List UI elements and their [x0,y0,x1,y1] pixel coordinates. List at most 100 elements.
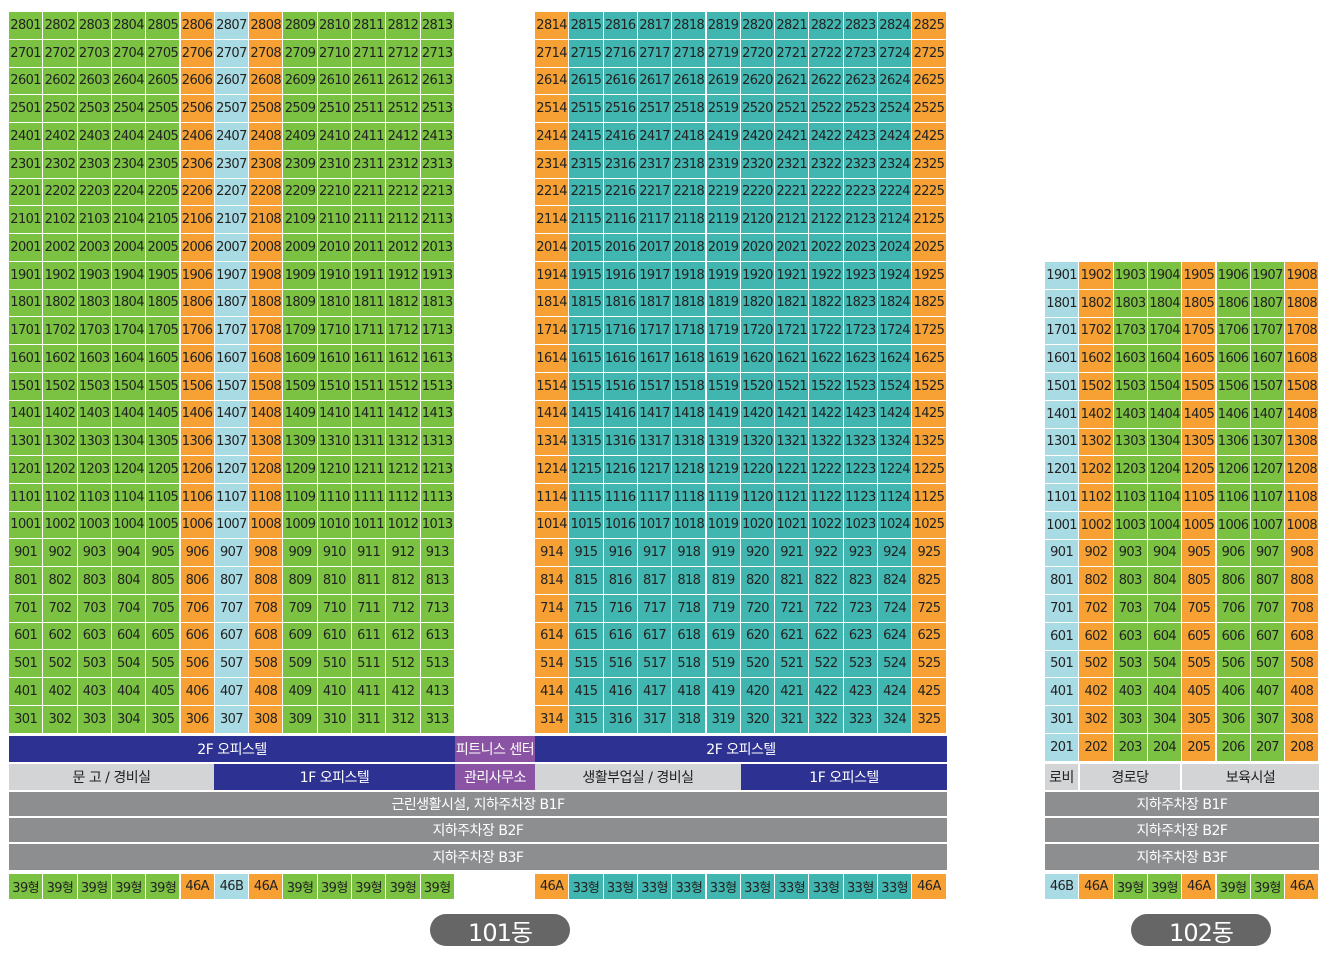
unit-cell: 2208 [249,178,284,207]
unit-cell: 1406 [1216,400,1251,429]
unit-cell: 813 [420,567,455,595]
unit-cell: 1003 [1113,511,1148,540]
unit-cell: 1111 [352,483,387,512]
unit-cell: 1415 [569,400,604,429]
unit-cell: 1302 [1079,428,1114,457]
unit-type-label: 46A [1285,874,1320,900]
unit-cell: 1102 [43,483,78,512]
unit-cell: 1222 [809,456,844,484]
unit-cell: 1808 [249,289,284,318]
unit-cell: 304 [1147,706,1183,734]
unit-cell: 1606 [180,345,215,373]
unit-cell: 1207 [214,456,250,484]
unit-cell: 1313 [420,428,455,456]
bar-fitness-center: 피트니스 센터 [455,736,535,764]
unit-cell: 810 [317,567,352,595]
unit-cell: 1025 [912,511,947,540]
unit-cell: 2302 [43,150,78,179]
unit-type-label: 39형 [43,874,78,900]
unit-cell: 1606 [1216,345,1251,373]
unit-cell: 1904 [1147,262,1183,290]
unit-cell: 401 [9,678,44,706]
unit-cell: 2110 [317,206,352,234]
unit-cell: 2303 [77,150,112,179]
unit-cell: 406 [180,678,215,706]
unit-cell: 1401 [9,400,44,429]
unit-cell: 1715 [569,317,604,345]
unit-cell: 1305 [146,428,181,456]
unit-cell: 318 [672,705,707,734]
unit-cell: 1505 [146,372,181,401]
unit-cell: 521 [775,650,810,678]
unit-cell: 719 [706,594,741,623]
unit-cell: 2804 [111,12,147,40]
unit-cell: 1607 [1250,345,1286,373]
unit-cell: 1314 [535,428,570,456]
unit-cell: 415 [569,678,604,706]
unit-cell: 2716 [603,39,638,68]
unit-cell: 2121 [775,206,810,234]
unit-cell: 1102 [1079,484,1114,512]
unit-cell: 2012 [386,234,421,262]
unit-cell: 2508 [249,95,284,123]
unit-cell: 1806 [180,289,215,318]
unit-cell: 2604 [111,67,147,96]
unit-cell: 1122 [809,483,844,512]
unit-cell: 1621 [775,345,810,373]
unit-cell: 2316 [603,150,638,179]
unit-cell: 503 [77,650,112,678]
unit-cell: 914 [535,539,570,567]
unit-cell: 1923 [843,261,878,290]
unit-cell: 1702 [43,317,78,345]
unit-cell: 1917 [637,261,673,290]
unit-cell: 2805 [146,12,181,40]
unit-cell: 2502 [43,95,78,123]
bar-2f-officetel-left: 2F 오피스텔 [9,736,455,764]
unit-cell: 1307 [214,428,250,456]
unit-cell: 1220 [740,456,776,484]
unit-cell: 504 [1147,650,1183,679]
unit-cell: 2608 [249,67,284,96]
unit-cell: 905 [146,539,181,567]
unit-cell: 2801 [9,12,44,40]
unit-cell: 204 [1147,733,1183,762]
unit-cell: 1101 [1045,484,1080,512]
unit-cell: 1724 [878,317,913,345]
unit-cell: 313 [420,705,455,734]
unit-cell: 1812 [386,289,421,318]
unit-cell: 2609 [283,67,318,96]
unit-cell: 2010 [317,234,352,262]
unit-cell: 2717 [637,39,673,68]
unit-cell: 424 [878,678,913,706]
unit-cell: 2523 [843,95,878,123]
unit-cell: 1524 [878,372,913,401]
unit-cell: 1114 [535,483,570,512]
unit-cell: 1513 [420,372,455,401]
unit-cell: 2211 [352,178,387,207]
unit-cell: 411 [352,678,387,706]
unit-cell: 1009 [283,511,318,540]
unit-cell: 1905 [1182,262,1217,290]
unit-cell: 2701 [9,39,44,68]
unit-cell: 2614 [535,67,570,96]
unit-cell: 2314 [535,150,570,179]
unit-cell: 1603 [1113,345,1148,373]
unit-cell: 1215 [569,456,604,484]
unit-cell: 508 [249,650,284,678]
unit-cell: 1813 [420,289,455,318]
unit-cell: 709 [283,594,318,623]
unit-type-label: 33형 [809,874,844,900]
unit-cell: 1007 [214,511,250,540]
unit-cell: 2520 [740,95,776,123]
unit-cell: 1308 [1285,428,1320,457]
unit-cell: 2506 [180,95,215,123]
unit-cell: 714 [535,594,570,623]
unit-cell: 1804 [111,289,147,318]
unit-cell: 2306 [180,150,215,179]
unit-cell: 1714 [535,317,570,345]
unit-cell: 1507 [214,372,250,401]
unit-cell: 1008 [1285,511,1320,540]
unit-cell: 522 [809,650,844,678]
unit-cell: 2808 [249,12,284,40]
unit-cell: 2019 [706,234,741,262]
